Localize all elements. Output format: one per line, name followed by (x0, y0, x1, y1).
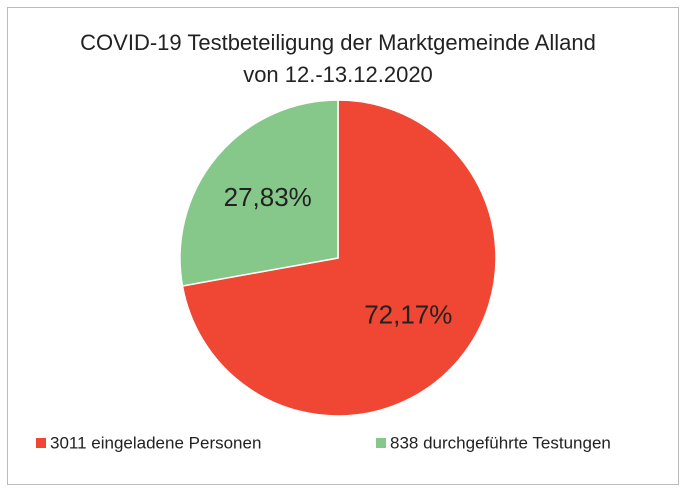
pie-slice (179, 99, 339, 287)
pie-slice (181, 99, 497, 417)
chart-subtitle: von 12.-13.12.2020 (243, 62, 433, 87)
chart-title: COVID-19 Testbeteiligung der Marktgemein… (80, 30, 596, 55)
legend-swatch (376, 438, 386, 448)
data-label: 27,83% (224, 182, 312, 212)
legend-label: 3011 eingeladene Personen (50, 433, 261, 452)
legend-label: 838 durchgeführte Testungen (390, 433, 611, 452)
data-label: 72,17% (364, 300, 452, 330)
legend-swatch (36, 438, 46, 448)
